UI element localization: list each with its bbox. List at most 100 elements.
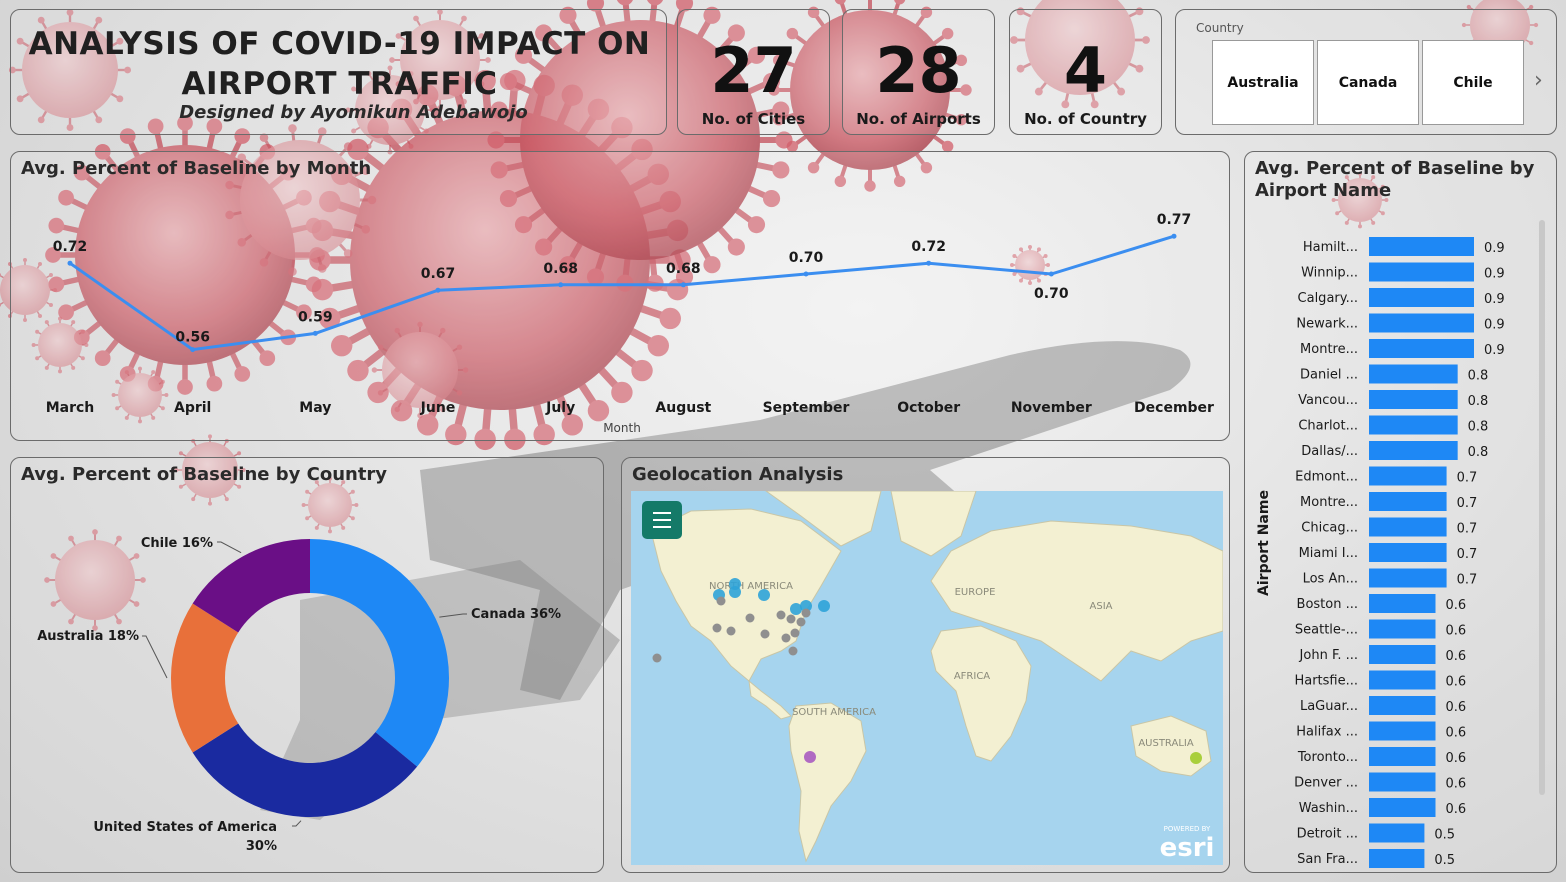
map-label-africa: AFRICA	[954, 671, 990, 682]
bar-value-label: 0.9	[1484, 292, 1505, 307]
map-marker[interactable]	[790, 603, 802, 615]
map-marker[interactable]	[781, 633, 791, 643]
bar[interactable]	[1369, 798, 1436, 817]
bar[interactable]	[1369, 721, 1436, 741]
y-tick-label: Los An...	[1303, 572, 1358, 587]
country-slicer: Country Australia Canada Chile ›	[1175, 9, 1557, 135]
y-tick-label: John F. ...	[1299, 648, 1358, 663]
y-tick-label: Hamilt...	[1303, 240, 1358, 255]
data-point[interactable]	[435, 287, 441, 293]
y-tick-label: Seattle-...	[1295, 623, 1358, 638]
map-marker[interactable]	[796, 617, 806, 627]
map-marker[interactable]	[652, 653, 662, 663]
leader-line	[217, 541, 242, 554]
bar-value-label: 0.6	[1446, 802, 1467, 817]
bar[interactable]	[1369, 594, 1436, 613]
bar-value-label: 0.9	[1484, 267, 1505, 282]
bar[interactable]	[1369, 543, 1447, 562]
bar[interactable]	[1369, 441, 1458, 460]
map-marker[interactable]	[758, 589, 770, 601]
y-tick-label: Winnip...	[1301, 266, 1358, 281]
map-marker[interactable]	[801, 608, 811, 618]
slicer-option-canada[interactable]: Canada	[1317, 40, 1419, 125]
chart-scrollbar[interactable]	[1539, 220, 1545, 795]
bar[interactable]	[1369, 696, 1436, 715]
data-label: 0.77	[1157, 212, 1192, 228]
bar[interactable]	[1369, 772, 1436, 792]
bar[interactable]	[1369, 262, 1474, 282]
dashboard-title: ANALYSIS OF COVID-19 IMPACT ON AIRPORT T…	[11, 24, 668, 104]
series-line	[69, 234, 1175, 352]
bar-value-label: 0.5	[1434, 853, 1455, 868]
bar[interactable]	[1369, 466, 1447, 486]
map-marker[interactable]	[776, 610, 786, 620]
data-point[interactable]	[1171, 233, 1177, 239]
bar[interactable]	[1369, 237, 1474, 256]
bar[interactable]	[1369, 415, 1458, 435]
map-marker[interactable]	[726, 626, 736, 636]
donut-slice[interactable]	[192, 539, 310, 633]
world-map[interactable]: NORTH AMERICA EUROPE ASIA AFRICA SOUTH A…	[631, 491, 1223, 865]
hamburger-menu-icon[interactable]	[642, 501, 682, 539]
bar[interactable]	[1369, 670, 1436, 690]
map-marker[interactable]	[804, 751, 816, 763]
bar[interactable]	[1369, 747, 1436, 766]
map-marker[interactable]	[818, 600, 830, 612]
bar[interactable]	[1369, 364, 1458, 384]
y-tick-label: Daniel ...	[1300, 368, 1358, 383]
slicer-option-chile[interactable]: Chile	[1422, 40, 1524, 125]
chevron-right-icon[interactable]: ›	[1534, 68, 1543, 93]
data-point[interactable]	[926, 260, 932, 266]
data-point[interactable]	[1048, 271, 1054, 277]
bar-value-label: 0.7	[1457, 496, 1478, 511]
map-marker[interactable]	[745, 613, 755, 623]
y-tick-label: Detroit ...	[1297, 827, 1358, 842]
bar-value-label: 0.8	[1468, 420, 1489, 435]
bar-value-label: 0.6	[1446, 726, 1467, 741]
bar-value-label: 0.7	[1457, 547, 1478, 562]
map-label-europe: EUROPE	[955, 587, 996, 598]
bar-value-label: 0.9	[1484, 343, 1505, 358]
bar[interactable]	[1369, 823, 1425, 843]
data-label: 0.70	[1034, 286, 1069, 302]
data-label: 0.56	[175, 330, 210, 346]
map-marker[interactable]	[712, 623, 722, 633]
data-point[interactable]	[190, 347, 196, 353]
slicer-option-australia[interactable]: Australia	[1212, 40, 1314, 125]
bar[interactable]	[1369, 492, 1447, 511]
x-tick-label: May	[299, 400, 331, 416]
designer-credit: Designed by Ayomikun Adebawojo	[179, 102, 528, 123]
map-marker[interactable]	[716, 596, 726, 606]
bar[interactable]	[1369, 313, 1474, 333]
bar[interactable]	[1369, 568, 1447, 588]
map-marker[interactable]	[800, 600, 812, 612]
title-panel: ANALYSIS OF COVID-19 IMPACT ON AIRPORT T…	[10, 9, 667, 135]
bar-value-label: 0.6	[1446, 675, 1467, 690]
y-tick-label: Boston ...	[1297, 597, 1358, 612]
data-point[interactable]	[680, 282, 686, 288]
map-marker[interactable]	[790, 628, 800, 638]
donut-slice[interactable]	[192, 723, 418, 817]
data-point[interactable]	[558, 282, 564, 288]
bar[interactable]	[1369, 849, 1425, 868]
bar[interactable]	[1369, 645, 1436, 664]
country-donut-chart: Canada 36% United States of America 30% Aus…	[37, 536, 561, 854]
donut-slice[interactable]	[310, 539, 449, 767]
map-marker[interactable]	[1190, 752, 1202, 764]
data-point[interactable]	[803, 271, 809, 277]
data-point[interactable]	[312, 330, 318, 336]
kpi-countries-card: 4 No. of Country	[1009, 9, 1162, 135]
map-marker[interactable]	[729, 586, 741, 598]
title-line-2: AIRPORT TRAFFIC	[181, 66, 498, 102]
bar[interactable]	[1369, 339, 1474, 358]
bar[interactable]	[1369, 517, 1447, 537]
map-marker[interactable]	[760, 629, 770, 639]
bar[interactable]	[1369, 288, 1474, 307]
donut-slice[interactable]	[171, 603, 239, 753]
bar[interactable]	[1369, 619, 1436, 639]
map-marker[interactable]	[788, 646, 798, 656]
data-point[interactable]	[67, 260, 73, 266]
bar[interactable]	[1369, 390, 1458, 409]
esri-powered-by: POWERED BY	[1164, 825, 1211, 833]
map-marker[interactable]	[786, 614, 796, 624]
